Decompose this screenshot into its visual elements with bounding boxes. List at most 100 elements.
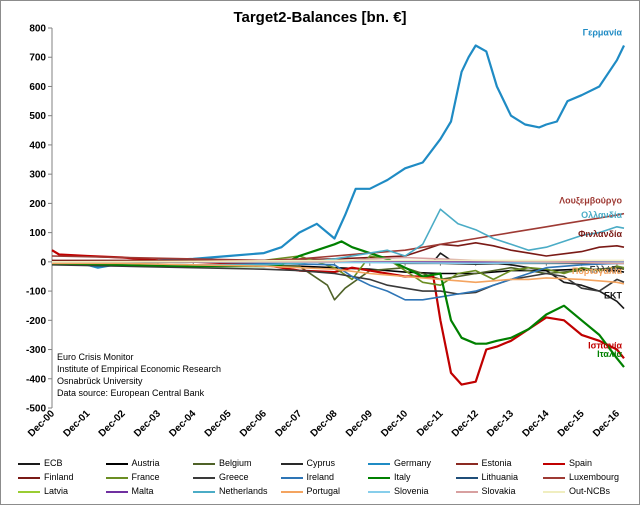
- x-tick-label: Dec-14: [520, 408, 551, 439]
- legend-label: Estonia: [481, 458, 512, 468]
- x-tick-label: Dec-08: [309, 408, 340, 439]
- legend-item: Netherlands: [193, 486, 268, 498]
- y-tick-label: -300: [26, 345, 46, 356]
- x-tick-label: Dec-05: [203, 408, 234, 439]
- source-line: Institute of Empirical Economic Research: [57, 364, 221, 374]
- legend-item: ECB: [18, 458, 63, 470]
- legend-swatch: [280, 490, 303, 493]
- y-tick-label: 600: [29, 82, 46, 93]
- legend-swatch: [455, 462, 478, 465]
- y-tick-label: 800: [29, 24, 46, 35]
- y-tick-label: 0: [40, 257, 46, 268]
- legend-swatch: [280, 462, 303, 465]
- series-label: Ελλάδα: [590, 264, 623, 274]
- legend-swatch: [193, 490, 215, 493]
- series-label: EKT: [604, 291, 623, 301]
- legend-item: Luxembourg: [543, 472, 619, 484]
- y-tick-label: 400: [29, 140, 46, 151]
- legend-swatch: [105, 490, 128, 493]
- legend-label: Finland: [44, 472, 74, 482]
- legend-label: Luxembourg: [569, 472, 620, 482]
- series-label: Ισπανία: [588, 340, 622, 350]
- source-text: Euro Crisis Monitor Institute of Empirica…: [57, 352, 221, 398]
- legend-swatch: [543, 462, 565, 465]
- source-line: Data source: European Central Bank: [57, 388, 205, 398]
- series-label: Λουξεμβούργο: [559, 196, 622, 206]
- legend-item: Italy: [368, 472, 411, 484]
- legend-label: Slovakia: [481, 486, 516, 496]
- series-line-out-ncbs: [51, 259, 624, 263]
- legend-swatch: [455, 476, 478, 479]
- series-group: [51, 44, 625, 386]
- x-tick-label: Dec-11: [415, 408, 446, 439]
- legend-swatch: [193, 476, 215, 479]
- legend-item: Slovenia: [368, 486, 429, 498]
- x-tick-label: Dec-16: [591, 408, 622, 439]
- x-tick-label: Dec-07: [273, 408, 304, 439]
- legend-label: Belgium: [219, 458, 252, 468]
- legend-item: Finland: [18, 472, 74, 484]
- chart-title: Target2-Balances [bn. €]: [233, 9, 406, 26]
- legend-label: Austria: [131, 458, 160, 468]
- legend-label: Cyprus: [306, 458, 336, 468]
- legend-item: Ireland: [280, 472, 334, 484]
- source-line: Osnabrück University: [57, 376, 143, 386]
- legend-item: Spain: [543, 458, 592, 470]
- x-tick-label: Dec-10: [379, 408, 410, 439]
- y-tick-label: -400: [26, 374, 46, 385]
- x-tick-label: Dec-03: [132, 408, 163, 439]
- series-line-greece: [51, 264, 625, 295]
- x-tick-label: Dec-04: [167, 408, 198, 439]
- legend-swatch: [105, 476, 128, 479]
- legend-label: Portugal: [306, 486, 341, 496]
- series-line-portugal: [52, 262, 625, 285]
- y-tick-label: -500: [26, 404, 46, 415]
- source-line: Euro Crisis Monitor: [57, 352, 134, 362]
- y-tick-label: 500: [29, 111, 46, 122]
- legend-item: Lithuania: [455, 472, 518, 484]
- legend-label: Spain: [569, 458, 593, 468]
- legend-swatch: [543, 490, 565, 493]
- legend-swatch: [368, 490, 390, 493]
- legend-item: Greece: [193, 472, 249, 484]
- legend-swatch: [105, 462, 128, 465]
- legend-label: France: [131, 472, 160, 482]
- series-label: Πορτογαλία: [572, 266, 623, 276]
- legend-item: Portugal: [280, 486, 341, 498]
- legend-item: Austria: [105, 458, 160, 470]
- legend-label: Out-NCBs: [569, 486, 611, 496]
- series-label: Ολλανδία: [581, 210, 622, 220]
- x-tick-label: Dec-15: [556, 408, 587, 439]
- legend-label: Latvia: [44, 486, 69, 496]
- legend-item: Belgium: [193, 458, 252, 470]
- legend-item: Out-NCBs: [543, 486, 610, 498]
- legend-label: Germany: [394, 458, 432, 468]
- y-tick-label: 100: [29, 228, 46, 239]
- y-tick-label: 700: [29, 53, 46, 64]
- legend-swatch: [543, 476, 565, 479]
- legend-item: Estonia: [455, 458, 512, 470]
- series-label: Φινλανδία: [578, 229, 622, 239]
- series-line-luxembourg: [51, 212, 625, 262]
- legend-item: Slovakia: [455, 486, 516, 498]
- legend-swatch: [193, 462, 215, 465]
- series-label: Γερμανία: [583, 28, 623, 38]
- series-line-netherlands: [51, 208, 625, 266]
- x-tick-label: Dec-02: [97, 408, 128, 439]
- y-tick-label: 300: [29, 170, 46, 181]
- series-line-germany: [51, 44, 625, 269]
- legend-item: Malta: [105, 486, 154, 498]
- y-tick-label: 200: [29, 199, 46, 210]
- x-tick-label: Dec-13: [485, 408, 516, 439]
- legend-label: Italy: [394, 472, 411, 482]
- legend-swatch: [280, 476, 303, 479]
- series-label: Ιταλία: [597, 349, 622, 359]
- legend-item: Germany: [368, 458, 431, 470]
- legend-label: Slovenia: [394, 486, 429, 496]
- x-tick-label: Dec-06: [238, 408, 269, 439]
- legend-item: Cyprus: [280, 458, 336, 470]
- legend-swatch: [18, 476, 40, 479]
- y-tick-label: -200: [26, 316, 46, 327]
